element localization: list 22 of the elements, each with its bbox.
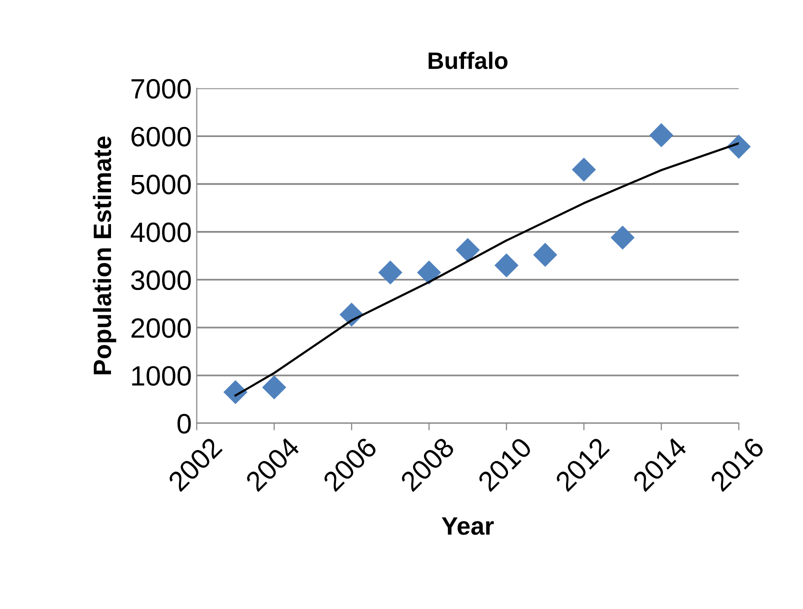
y-tick-label: 2000 — [131, 318, 191, 338]
point — [533, 242, 558, 267]
point — [572, 158, 596, 182]
point — [378, 260, 402, 285]
point — [417, 260, 442, 285]
y-tick-label: 7000 — [132, 78, 191, 99]
y-tick-label: 6000 — [131, 126, 191, 146]
y-axis-title: Population Estimate — [92, 136, 116, 374]
y-tick-label: 3000 — [131, 270, 191, 290]
point — [726, 134, 751, 159]
point — [649, 123, 674, 148]
y-tick-label: 0 — [178, 414, 191, 434]
y-tick-label: 4000 — [130, 222, 191, 242]
chart-title: Buffalo — [428, 52, 508, 70]
y-tick-label: 1000 — [132, 366, 191, 386]
point — [610, 226, 635, 250]
x-axis-title: Year — [442, 517, 494, 535]
point — [262, 375, 286, 400]
y-tick-label: 5000 — [131, 174, 191, 194]
point — [223, 380, 248, 404]
point — [494, 253, 518, 278]
point — [456, 238, 480, 262]
